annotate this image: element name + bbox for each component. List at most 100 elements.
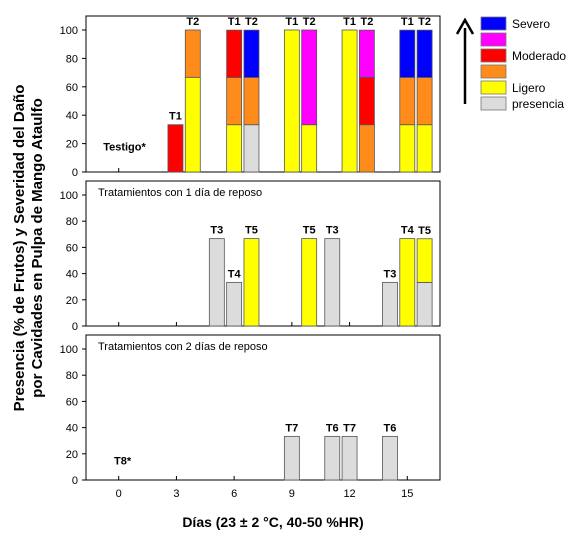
bar-t2: T2 — [301, 16, 318, 173]
panel-frame — [85, 180, 441, 327]
bar-segment-presencia — [243, 124, 260, 173]
bar-t5: T5 — [301, 225, 318, 327]
bar-segment-moderado — [167, 124, 184, 173]
bar-label: T1 — [169, 111, 182, 123]
bar-label: T7 — [343, 422, 356, 434]
bar-t1: T1 — [167, 111, 184, 173]
bar-segment-ligero — [341, 29, 358, 173]
bar-segment-presencia — [324, 238, 341, 327]
bar-label: T2 — [245, 16, 258, 28]
y-axis-label: Presencia (% de Frutos) y Severidad del … — [11, 85, 46, 412]
panel-annotation: Testigo* — [103, 142, 146, 154]
y-tick-label: 80 — [66, 370, 78, 382]
bar-t5: T5 — [243, 225, 260, 327]
legend-arrow-head — [455, 17, 475, 35]
bar-t2: T2 — [243, 16, 260, 173]
bar-t7: T7 — [341, 422, 358, 481]
legend-item-presencia: presencia — [480, 96, 564, 111]
bar-t2: T2 — [184, 16, 201, 173]
x-tick-label: 6 — [231, 488, 237, 500]
bar-label: T5 — [303, 225, 316, 237]
bar-segment-ligero — [399, 124, 416, 173]
bar-segment-ligero — [301, 238, 318, 327]
y-tick-label: 80 — [66, 216, 78, 228]
bar-segment-ligero — [243, 238, 260, 327]
bar-t1: T1 — [399, 16, 416, 173]
bar-label: T1 — [401, 16, 414, 28]
y-tick-label: 60 — [66, 242, 78, 254]
bar-segment-severo — [416, 29, 433, 78]
bar-segment-fuerte — [301, 29, 318, 126]
bar-segment-medio — [184, 29, 201, 78]
bar-segment-medio — [243, 77, 260, 126]
bar-label: T3 — [384, 268, 397, 280]
y-tick-label: 100 — [60, 25, 78, 37]
bar-segment-medio — [358, 124, 375, 173]
bar-label: T2 — [360, 16, 373, 28]
bar-segment-presencia — [283, 435, 300, 481]
panel-title: Tratamientos con 2 días de reposo — [98, 341, 268, 353]
chart-panels: 0 20 40 60 80 100 Testigo* T1 T2 T1 T2 T1 T2 T1 T2 T1 T2… — [60, 15, 441, 487]
legend-label: Severo — [512, 17, 550, 31]
bar-segment-presencia — [341, 435, 358, 481]
legend-swatch — [480, 80, 507, 95]
y-tick-label: 40 — [66, 110, 78, 122]
x-tick-label: 3 — [173, 488, 179, 500]
panel-title: Tratamientos con 1 día de reposo — [98, 187, 262, 199]
bar-segment-presencia — [382, 435, 398, 481]
y-axis-title: por Cavidades en Pulpa de Mango Ataulfo — [29, 98, 46, 397]
bar-label: T2 — [418, 16, 431, 28]
bar-segment-presencia — [382, 281, 398, 327]
y-tick-label: 100 — [60, 190, 78, 202]
legend: Severo Moderado Ligero presencia — [455, 16, 566, 111]
bar-label: T5 — [418, 225, 431, 237]
bar-segment-ligero — [226, 124, 243, 173]
bar-segment-ligero — [399, 238, 416, 327]
bar-t3: T3 — [208, 225, 225, 327]
panel-1: 0 20 40 60 80 100 Testigo* T1 T2 T1 T2 T1 T2 T1 T2 T1 T2 — [60, 15, 441, 179]
panel-2: 0 20 40 60 80 100 Tratamientos con 1 día de re… — [60, 180, 441, 333]
bar-segment-presencia — [226, 281, 243, 327]
bar-t3: T3 — [382, 268, 398, 327]
bar-t3: T3 — [324, 225, 341, 327]
x-tick-label: 0 — [116, 488, 122, 500]
bar-segment-ligero — [301, 124, 318, 173]
y-tick-label: 40 — [66, 269, 78, 281]
y-tick-label: 20 — [66, 449, 78, 461]
bar-t1: T1 — [341, 16, 358, 173]
x-tick-label: 15 — [401, 488, 413, 500]
bar-t1: T1 — [283, 16, 300, 173]
x-axis: 0 3 6 9 12 15 Días (23 ± 2 °C, 40-50 %HR) — [116, 488, 414, 530]
legend-label: presencia — [512, 97, 564, 111]
legend-item-medio — [480, 64, 507, 79]
legend-swatch — [480, 32, 507, 47]
bar-t2: T2 — [358, 16, 375, 173]
y-tick-label: 60 — [66, 82, 78, 94]
legend-swatch — [480, 16, 507, 31]
bar-t5: T5 — [416, 225, 433, 327]
bar-t1: T1 — [226, 16, 243, 173]
bar-segment-moderado — [358, 77, 375, 126]
y-tick-label: 100 — [60, 344, 78, 356]
legend-item-fuerte — [480, 32, 507, 47]
bar-label: T2 — [186, 16, 199, 28]
bar-segment-ligero — [283, 29, 300, 173]
legend-label: Ligero — [512, 81, 546, 95]
y-tick-label: 40 — [66, 423, 78, 435]
y-axis-title: Presencia (% de Frutos) y Severidad del … — [11, 85, 28, 412]
bar-label: T7 — [285, 422, 298, 434]
bar-segment-ligero — [416, 124, 433, 173]
legend-item-severo: Severo — [480, 16, 550, 31]
y-tick-label: 0 — [72, 321, 78, 333]
bar-t4: T4 — [399, 225, 416, 327]
legend-item-ligero: Ligero — [480, 80, 546, 95]
y-tick-label: 20 — [66, 139, 78, 151]
legend-swatch — [480, 96, 507, 111]
bar-segment-presencia — [324, 435, 341, 481]
bar-label: T4 — [228, 268, 242, 280]
y-tick-label: 80 — [66, 53, 78, 65]
bar-t6: T6 — [382, 422, 398, 481]
legend-swatch — [480, 48, 507, 63]
bar-segment-severo — [243, 29, 260, 78]
bar-t6: T6 — [324, 422, 341, 481]
